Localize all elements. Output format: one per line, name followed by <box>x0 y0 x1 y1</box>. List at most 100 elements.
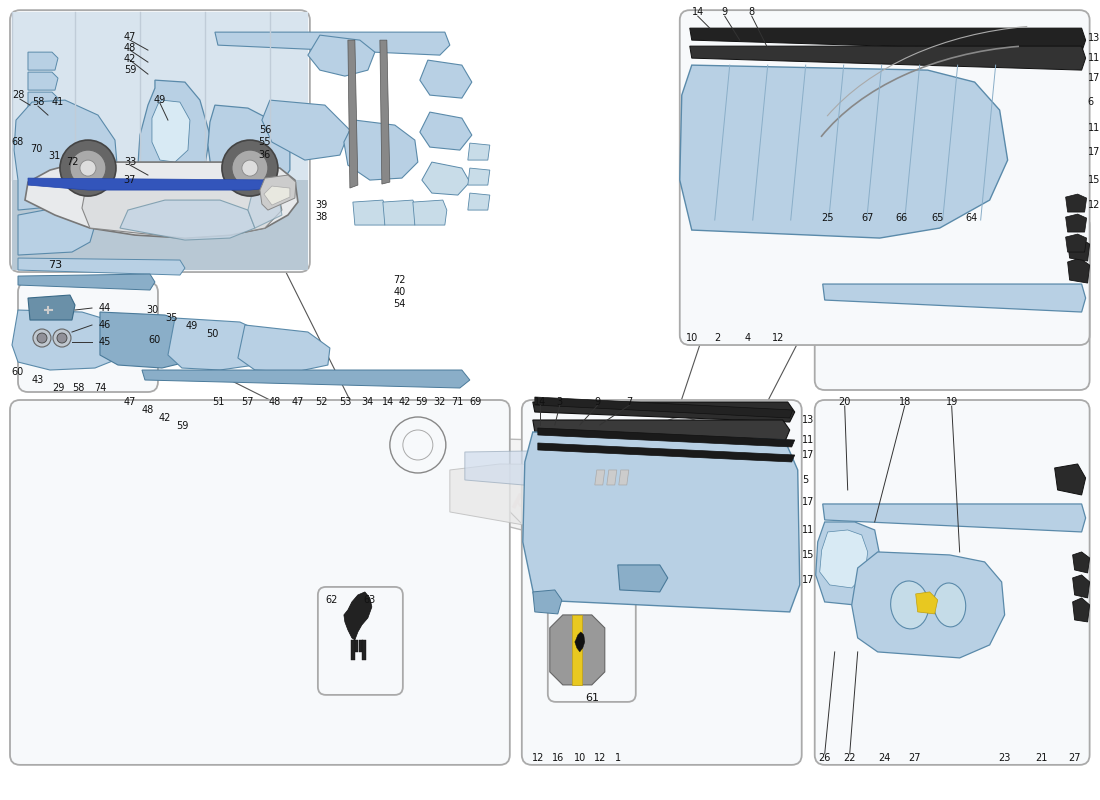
Polygon shape <box>522 432 800 612</box>
Polygon shape <box>168 318 272 370</box>
Polygon shape <box>264 186 290 205</box>
Polygon shape <box>28 178 290 190</box>
Text: 14: 14 <box>382 397 394 407</box>
Text: 11: 11 <box>1088 123 1100 133</box>
Text: 50: 50 <box>206 329 218 339</box>
Polygon shape <box>575 632 585 652</box>
Text: 42: 42 <box>124 54 136 64</box>
Text: 60: 60 <box>148 335 161 345</box>
Text: 11: 11 <box>1088 53 1100 63</box>
Text: 43: 43 <box>32 375 44 385</box>
Text: 46: 46 <box>99 320 111 330</box>
Polygon shape <box>138 80 210 188</box>
Circle shape <box>60 140 116 196</box>
Text: 6: 6 <box>1088 97 1093 107</box>
Circle shape <box>70 150 106 186</box>
Text: 5: 5 <box>802 475 808 485</box>
Text: 48: 48 <box>268 397 280 407</box>
Text: 56: 56 <box>258 125 271 135</box>
Polygon shape <box>28 112 58 130</box>
Polygon shape <box>14 100 118 210</box>
Text: 44: 44 <box>99 303 111 313</box>
Text: 8: 8 <box>749 7 755 17</box>
Text: 35: 35 <box>166 313 178 323</box>
Text: 68: 68 <box>12 137 24 147</box>
Polygon shape <box>619 470 629 485</box>
Polygon shape <box>344 592 372 640</box>
Text: 29: 29 <box>52 383 64 393</box>
Text: 30: 30 <box>146 305 158 315</box>
Text: 42: 42 <box>158 413 172 423</box>
Text: 20: 20 <box>838 397 851 407</box>
Text: 74: 74 <box>94 383 107 393</box>
Text: 27: 27 <box>1068 753 1081 763</box>
Polygon shape <box>607 470 617 485</box>
Text: 2: 2 <box>715 333 720 343</box>
Text: 11: 11 <box>802 525 814 535</box>
Polygon shape <box>1055 464 1086 495</box>
Text: 61: 61 <box>585 693 598 703</box>
Text: 13: 13 <box>1088 33 1100 43</box>
Text: 52: 52 <box>316 397 328 407</box>
Polygon shape <box>1066 214 1087 232</box>
Text: 12: 12 <box>1088 200 1100 210</box>
Circle shape <box>37 333 47 343</box>
Text: 62: 62 <box>326 595 338 605</box>
Text: 58: 58 <box>32 97 44 107</box>
Text: 14: 14 <box>534 397 546 407</box>
Text: 66: 66 <box>895 213 908 223</box>
Text: 64: 64 <box>966 213 978 223</box>
FancyBboxPatch shape <box>815 215 1090 390</box>
Polygon shape <box>383 200 417 225</box>
Text: 51: 51 <box>211 397 224 407</box>
Text: 12: 12 <box>531 753 544 763</box>
Polygon shape <box>816 522 880 605</box>
Polygon shape <box>550 615 605 685</box>
Text: 72: 72 <box>66 157 78 167</box>
Text: 60: 60 <box>12 367 24 377</box>
Polygon shape <box>214 32 450 55</box>
Polygon shape <box>353 200 387 225</box>
Text: 59: 59 <box>176 421 188 431</box>
Text: 12: 12 <box>771 333 784 343</box>
Polygon shape <box>28 295 75 320</box>
Text: 16: 16 <box>552 753 564 763</box>
Polygon shape <box>359 640 363 652</box>
Polygon shape <box>532 420 790 442</box>
Circle shape <box>232 150 268 186</box>
Text: 17: 17 <box>1088 147 1100 157</box>
FancyBboxPatch shape <box>680 10 1090 345</box>
Text: 47: 47 <box>124 32 136 42</box>
Polygon shape <box>28 72 58 90</box>
Polygon shape <box>340 438 738 542</box>
Text: 15: 15 <box>802 550 814 560</box>
Text: 11: 11 <box>802 435 814 445</box>
Ellipse shape <box>891 581 928 629</box>
Text: 1: 1 <box>615 753 620 763</box>
Polygon shape <box>152 100 190 162</box>
Polygon shape <box>1068 258 1090 283</box>
Polygon shape <box>465 450 710 492</box>
Polygon shape <box>680 65 1008 238</box>
Text: 42: 42 <box>398 397 411 407</box>
Text: a passion for parts since: a passion for parts since <box>359 409 641 571</box>
Polygon shape <box>1072 598 1090 622</box>
Text: 10: 10 <box>574 753 586 763</box>
FancyBboxPatch shape <box>815 400 1090 765</box>
Polygon shape <box>82 182 282 238</box>
Polygon shape <box>538 443 794 462</box>
Polygon shape <box>260 175 296 210</box>
Polygon shape <box>1072 552 1090 573</box>
Polygon shape <box>690 28 1086 52</box>
Text: 15: 15 <box>1088 175 1100 185</box>
Circle shape <box>53 329 72 347</box>
Circle shape <box>57 333 67 343</box>
Text: 36: 36 <box>258 150 271 160</box>
Text: 55: 55 <box>258 137 272 147</box>
FancyBboxPatch shape <box>18 282 158 392</box>
Polygon shape <box>262 100 350 160</box>
Text: 24: 24 <box>879 753 891 763</box>
Polygon shape <box>1072 575 1090 598</box>
Text: 14: 14 <box>692 7 704 17</box>
Text: 10: 10 <box>685 333 697 343</box>
